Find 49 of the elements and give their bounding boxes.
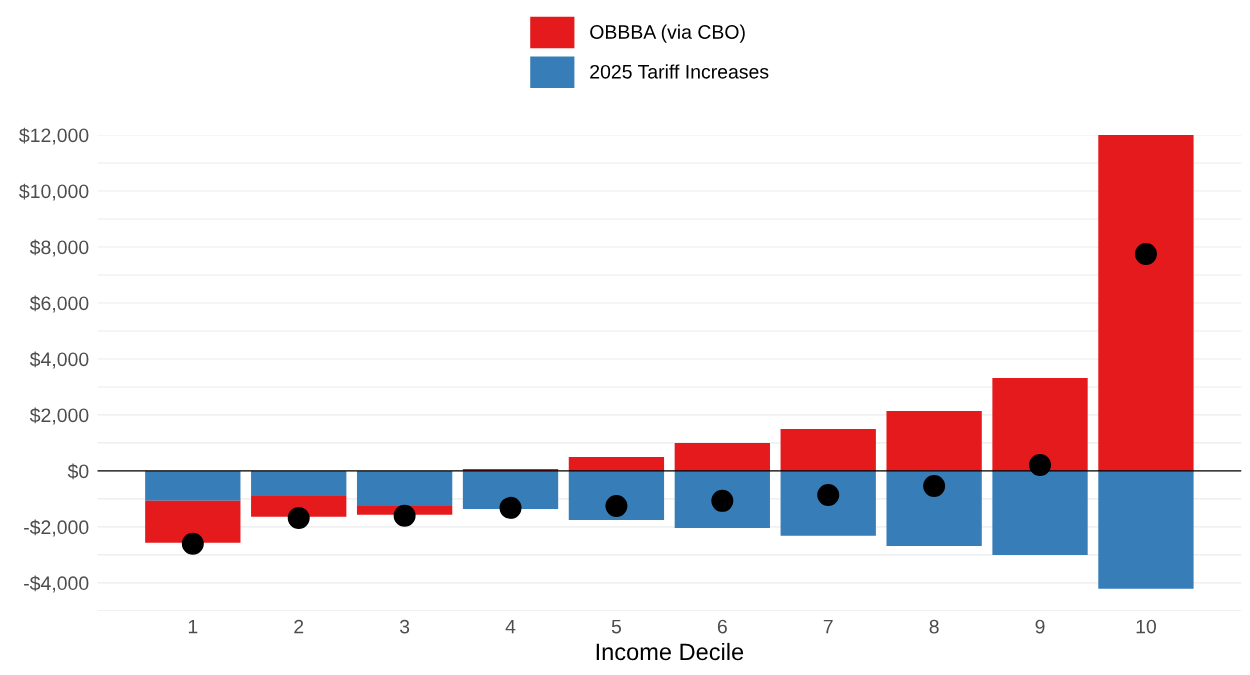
y-tick-label: $12,000 xyxy=(19,127,89,145)
point xyxy=(605,494,628,517)
bar xyxy=(780,428,876,471)
bar xyxy=(145,500,241,543)
point xyxy=(711,489,734,512)
bar xyxy=(462,470,559,509)
bar xyxy=(251,496,347,517)
x-axis-title: Income Decile xyxy=(596,642,744,661)
point xyxy=(287,506,310,529)
y-tick-label: -$2,000 xyxy=(24,519,89,537)
legend-label: 2025 Tariff Increases xyxy=(590,64,769,79)
bar xyxy=(886,411,982,471)
bar xyxy=(992,470,1088,555)
y-tick-label: $6,000 xyxy=(29,295,89,313)
y-tick-label: $2,000 xyxy=(29,407,89,425)
point xyxy=(1029,454,1052,477)
x-tick-label: 6 xyxy=(717,619,727,634)
bar xyxy=(251,470,347,497)
x-tick-label: 5 xyxy=(611,619,622,634)
point xyxy=(181,532,204,555)
point xyxy=(393,504,416,527)
point xyxy=(499,496,522,519)
point xyxy=(817,483,840,506)
point xyxy=(923,475,946,498)
bar xyxy=(886,470,982,546)
y-tick-label: $8,000 xyxy=(29,239,89,257)
x-tick-label: 9 xyxy=(1035,619,1045,634)
bar xyxy=(356,470,453,506)
y-tick-label: $4,000 xyxy=(29,351,89,369)
x-tick-label: 8 xyxy=(929,619,939,634)
y-tick-label: $10,000 xyxy=(19,183,89,201)
x-tick-label: 10 xyxy=(1136,619,1156,634)
bar xyxy=(1098,470,1194,589)
y-tick-label: -$4,000 xyxy=(24,575,89,593)
x-tick-label: 1 xyxy=(188,619,198,634)
y-tick-label: $0 xyxy=(67,463,89,480)
x-tick-label: 4 xyxy=(505,619,516,634)
bar xyxy=(1098,135,1194,471)
bar xyxy=(145,470,241,501)
bar xyxy=(674,470,770,529)
x-tick-label: 7 xyxy=(823,619,833,634)
bar xyxy=(992,377,1088,471)
point xyxy=(1134,242,1157,265)
bar xyxy=(674,442,770,471)
legend-label: OBBBA (via CBO) xyxy=(590,24,745,43)
x-tick-label: 2 xyxy=(294,619,304,634)
bar xyxy=(568,456,665,471)
bar xyxy=(780,470,876,536)
x-tick-label: 3 xyxy=(399,619,410,634)
